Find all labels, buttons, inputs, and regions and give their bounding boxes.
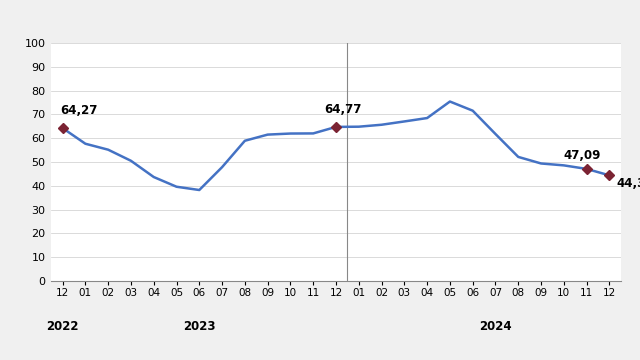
Text: 64,77: 64,77	[324, 103, 362, 116]
Text: 2022: 2022	[46, 320, 79, 333]
Text: 2023: 2023	[183, 320, 216, 333]
Text: 44,38: 44,38	[616, 177, 640, 190]
Text: 47,09: 47,09	[564, 149, 601, 162]
Text: 64,27: 64,27	[60, 104, 98, 117]
Text: 2024: 2024	[479, 320, 512, 333]
